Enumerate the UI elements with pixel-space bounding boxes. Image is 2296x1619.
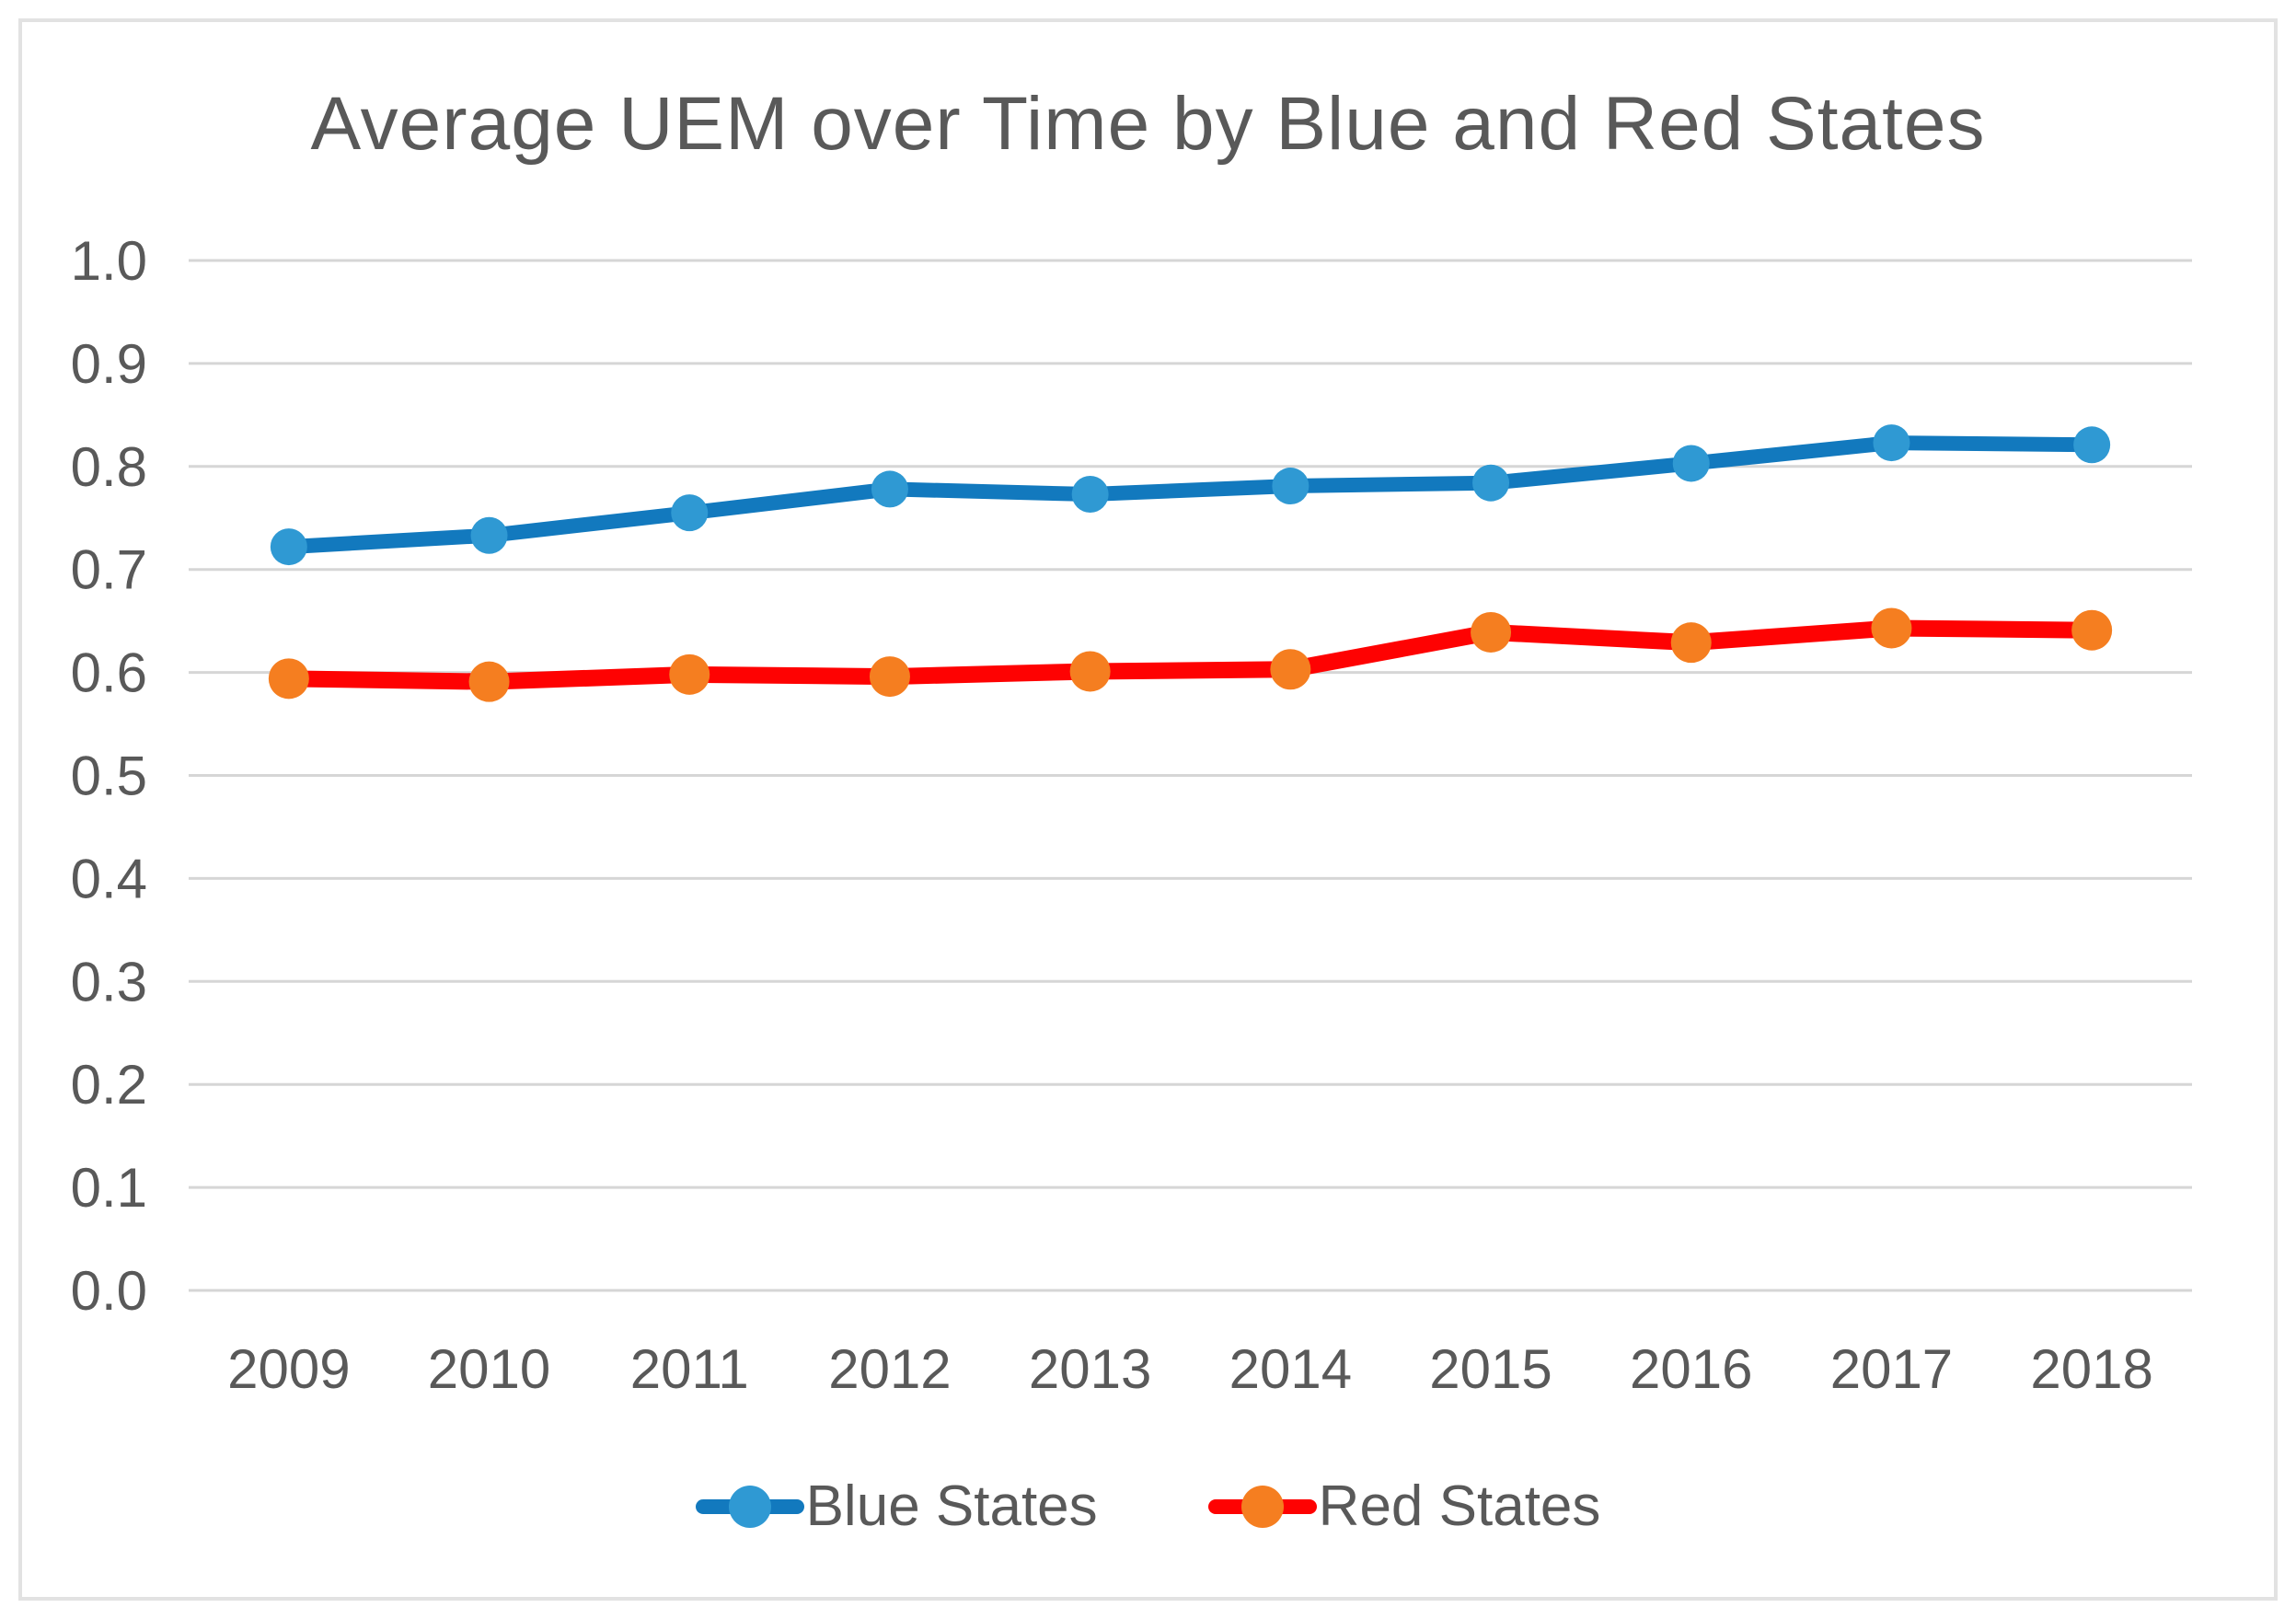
data-point-red-states-2015 (1471, 611, 1512, 653)
data-point-red-states-2018 (2071, 609, 2113, 651)
x-tick-label-2009: 2009 (227, 1338, 350, 1400)
x-tick-label-2015: 2015 (1429, 1338, 1552, 1400)
y-tick-label-0.0: 0.0 (71, 1260, 147, 1322)
data-point-blue-states-2015 (1472, 464, 1510, 502)
data-point-blue-states-2014 (1272, 468, 1310, 505)
data-point-blue-states-2017 (1873, 424, 1910, 462)
y-tick-label-0.8: 0.8 (71, 436, 147, 498)
data-point-blue-states-2011 (671, 494, 709, 532)
data-point-blue-states-2009 (270, 528, 307, 566)
y-tick-label-0.4: 0.4 (71, 848, 147, 909)
data-point-blue-states-2012 (871, 470, 908, 508)
blue-series-swatch (695, 1486, 804, 1528)
y-tick-label-0.9: 0.9 (71, 333, 147, 395)
data-point-red-states-2012 (869, 656, 910, 698)
series-line-blue-states (281, 435, 2100, 555)
chart-title: Average UEM over Time by Blue and Red St… (310, 82, 1986, 166)
x-tick-label-2011: 2011 (630, 1338, 749, 1400)
x-tick-label-2018: 2018 (2030, 1338, 2152, 1400)
y-tick-label-0.3: 0.3 (71, 951, 147, 1012)
red-marker-swatch-icon (1240, 1486, 1284, 1528)
x-tick-label-2012: 2012 (828, 1338, 951, 1400)
data-point-red-states-2014 (1270, 649, 1311, 690)
chart-frame: Average UEM over Time by Blue and Red St… (18, 18, 2278, 1601)
data-point-red-states-2009 (268, 658, 309, 700)
y-tick-label-0.1: 0.1 (71, 1157, 147, 1219)
data-point-red-states-2016 (1670, 622, 1712, 664)
data-point-blue-states-2018 (2073, 426, 2111, 464)
x-tick-label-2013: 2013 (1029, 1338, 1151, 1400)
data-point-blue-states-2013 (1071, 476, 1109, 514)
data-point-red-states-2011 (669, 653, 710, 695)
legend: Blue States Red States (22, 1478, 2274, 1535)
data-point-blue-states-2016 (1672, 445, 1710, 482)
x-tick-label-2017: 2017 (1830, 1338, 1953, 1400)
legend-label-blue-states: Blue States (805, 1474, 1098, 1538)
y-tick-label-1.0: 1.0 (71, 230, 147, 292)
data-point-red-states-2010 (468, 661, 510, 702)
legend-item-blue-states: Blue States (695, 1474, 1098, 1538)
x-tick-label-2016: 2016 (1630, 1338, 1752, 1400)
series-line-red-states (280, 619, 2101, 690)
x-tick-label-2014: 2014 (1229, 1338, 1352, 1400)
y-tick-label-0.6: 0.6 (71, 642, 147, 704)
blue-marker-swatch-icon (728, 1486, 771, 1528)
y-tick-label-0.2: 0.2 (71, 1054, 147, 1116)
data-point-blue-states-2010 (470, 516, 508, 554)
y-tick-label-0.5: 0.5 (71, 746, 147, 807)
y-tick-label-0.7: 0.7 (71, 539, 147, 601)
legend-label-red-states: Red States (1318, 1474, 1601, 1538)
x-tick-label-2010: 2010 (428, 1338, 550, 1400)
legend-item-red-states: Red States (1207, 1474, 1601, 1538)
data-point-red-states-2013 (1069, 651, 1111, 692)
red-series-swatch (1207, 1486, 1317, 1528)
data-point-red-states-2017 (1871, 607, 1912, 649)
